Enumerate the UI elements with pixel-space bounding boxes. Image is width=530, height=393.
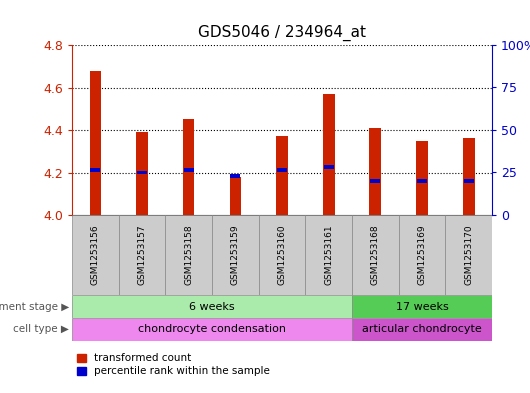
Bar bbox=[119, 215, 165, 295]
Bar bbox=[183, 119, 195, 215]
Text: GSM1253156: GSM1253156 bbox=[91, 225, 100, 285]
Bar bbox=[463, 138, 474, 215]
Bar bbox=[352, 295, 492, 318]
Text: cell type ▶: cell type ▶ bbox=[13, 325, 69, 334]
Text: GSM1253161: GSM1253161 bbox=[324, 225, 333, 285]
Bar bbox=[305, 215, 352, 295]
Bar bbox=[231, 174, 240, 178]
Text: GSM1253168: GSM1253168 bbox=[371, 225, 380, 285]
Bar bbox=[259, 215, 305, 295]
Bar bbox=[399, 215, 445, 295]
Text: GSM1253158: GSM1253158 bbox=[184, 225, 193, 285]
Text: GSM1253160: GSM1253160 bbox=[278, 225, 287, 285]
Title: GDS5046 / 234964_at: GDS5046 / 234964_at bbox=[198, 25, 366, 41]
Bar bbox=[445, 215, 492, 295]
Bar bbox=[72, 295, 352, 318]
Bar bbox=[276, 136, 288, 215]
Bar bbox=[416, 141, 428, 215]
Bar bbox=[370, 179, 381, 183]
Text: GSM1253170: GSM1253170 bbox=[464, 225, 473, 285]
Bar bbox=[72, 215, 119, 295]
Text: GSM1253159: GSM1253159 bbox=[231, 225, 240, 285]
Legend: transformed count, percentile rank within the sample: transformed count, percentile rank withi… bbox=[77, 353, 270, 376]
Text: GSM1253157: GSM1253157 bbox=[137, 225, 146, 285]
Bar bbox=[72, 318, 352, 341]
Text: 17 weeks: 17 weeks bbox=[395, 301, 448, 312]
Bar bbox=[91, 169, 100, 172]
Text: development stage ▶: development stage ▶ bbox=[0, 301, 69, 312]
Text: chondrocyte condensation: chondrocyte condensation bbox=[138, 325, 286, 334]
Bar bbox=[137, 171, 147, 174]
Bar bbox=[212, 215, 259, 295]
Bar bbox=[369, 128, 381, 215]
Bar bbox=[277, 169, 287, 172]
Bar bbox=[323, 94, 334, 215]
Bar bbox=[352, 215, 399, 295]
Text: articular chondrocyte: articular chondrocyte bbox=[362, 325, 482, 334]
Text: GSM1253169: GSM1253169 bbox=[418, 225, 427, 285]
Bar bbox=[324, 165, 333, 169]
Text: 6 weeks: 6 weeks bbox=[189, 301, 235, 312]
Bar bbox=[417, 179, 427, 183]
Bar bbox=[136, 132, 148, 215]
Bar bbox=[352, 318, 492, 341]
Bar bbox=[229, 177, 241, 215]
Bar bbox=[90, 70, 101, 215]
Bar bbox=[165, 215, 212, 295]
Bar bbox=[184, 169, 193, 172]
Bar bbox=[464, 179, 474, 183]
